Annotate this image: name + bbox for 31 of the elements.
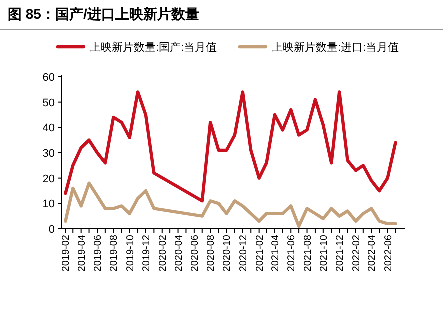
y-tick-label: 0: [48, 224, 55, 236]
x-tick-label: 2020-08: [206, 234, 218, 272]
x-tick-label: 2022-02: [352, 234, 362, 272]
y-tick-label: 20: [42, 173, 55, 186]
x-tick-label: 2021-08: [302, 234, 314, 272]
x-tick-label: 2021-02: [254, 234, 266, 272]
x-tick-label: 2020-06: [190, 234, 201, 272]
x-tick-label: 2019-02: [61, 234, 72, 272]
legend-label: 上映新片数量:进口:当月值: [272, 41, 400, 54]
x-tick-label: 2020-02: [158, 234, 169, 272]
y-tick-label: 50: [42, 97, 55, 110]
chart-title: 图 85：国产/进口上映新片数量: [8, 6, 200, 22]
x-tick-label: 2019-04: [76, 234, 88, 272]
x-tick-label: 2019-10: [125, 234, 136, 272]
x-tick-label: 2021-06: [286, 234, 298, 272]
x-tick-label: 2021-12: [335, 234, 346, 272]
x-tick-label: 2022-06: [383, 234, 394, 272]
x-tick-label: 2019-08: [109, 234, 120, 272]
x-tick-label: 2020-04: [174, 234, 185, 272]
x-tick-label: 2019-12: [141, 234, 152, 272]
legend-label: 上映新片数量:国产:当月值: [90, 41, 218, 54]
x-tick-label: 2019-06: [92, 234, 104, 272]
x-tick-label: 2021-10: [318, 234, 330, 272]
x-tick-label: 2021-04: [270, 234, 282, 272]
y-tick-label: 10: [42, 198, 55, 211]
y-tick-label: 40: [42, 122, 55, 135]
y-tick-label: 30: [42, 148, 55, 160]
x-tick-label: 2020-12: [238, 234, 250, 272]
x-tick-label: 2022-04: [367, 234, 378, 272]
x-tick-label: 2020-10: [222, 234, 234, 272]
y-tick-label: 60: [42, 72, 55, 84]
